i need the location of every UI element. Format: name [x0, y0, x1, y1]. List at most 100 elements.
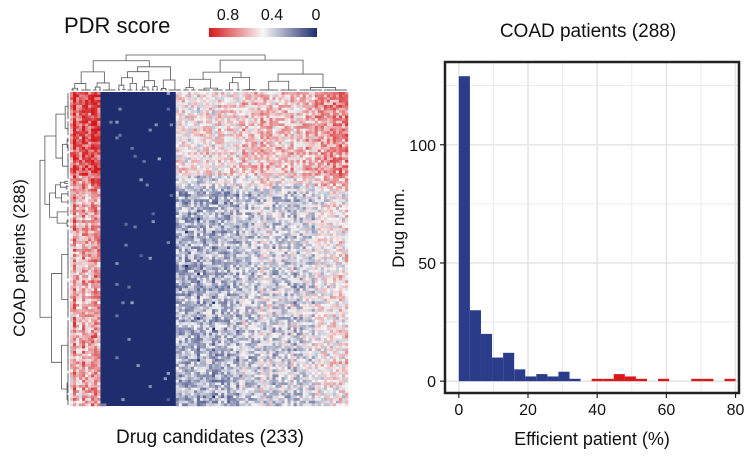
heatmap-cell [299, 173, 303, 176]
heatmap-cell [178, 105, 183, 108]
heatmap-cell [260, 128, 264, 132]
heatmap-cell [251, 173, 255, 176]
heatmap-cell [205, 194, 210, 197]
heatmap-cell [305, 235, 309, 239]
heatmap-cell [175, 178, 180, 182]
heatmap-cell [284, 123, 288, 127]
heatmap-cell [178, 112, 183, 116]
heatmap-cell [242, 233, 246, 237]
heatmap-cell [233, 209, 237, 213]
heatmap-cell [91, 126, 95, 129]
heatmap-cell [70, 230, 74, 234]
heatmap-cell [91, 178, 95, 182]
heatmap-cell [205, 230, 210, 234]
heatmap-cell [212, 188, 216, 192]
heatmap-cell [178, 228, 183, 231]
heatmap-cell [305, 204, 309, 208]
heatmap-cell [193, 173, 198, 176]
heatmap-cell [239, 157, 243, 161]
heatmap-cell [181, 212, 186, 216]
heatmap-cell [212, 256, 216, 260]
heatmap-cell [202, 191, 207, 195]
heatmap-cell [187, 238, 192, 242]
heatmap-cell [329, 214, 334, 218]
heatmap-cell [263, 235, 267, 239]
heatmap-cell [175, 154, 180, 158]
heatmap-cell [248, 196, 252, 200]
heatmap-cell [91, 139, 95, 142]
heatmap-cell [329, 186, 334, 190]
heatmap-cell [302, 243, 306, 247]
heatmap-cell [209, 262, 213, 265]
heatmap-cell [190, 112, 195, 116]
heatmap-cell [233, 118, 237, 122]
heatmap-cell [97, 154, 101, 158]
heatmap-cell [178, 204, 183, 208]
heatmap-cell [281, 214, 285, 218]
heatmap-cell [305, 225, 309, 229]
heatmap-cell [82, 128, 86, 132]
heatmap-cell [323, 201, 328, 205]
heatmap-cell [187, 115, 192, 119]
heatmap-cell [202, 115, 207, 119]
heatmap-cell [281, 128, 285, 132]
heatmap-cell [91, 212, 95, 216]
heatmap-cell [308, 165, 312, 169]
heatmap-cell [317, 180, 322, 184]
heatmap-cell [311, 131, 316, 135]
heatmap-cell [236, 269, 240, 273]
heatmap-cell [76, 165, 80, 169]
heatmap-cell [326, 214, 331, 218]
heatmap-cell [320, 173, 325, 176]
heatmap-cell [263, 222, 267, 226]
heatmap-cell [175, 214, 180, 218]
heatmap-cell [82, 131, 86, 135]
heatmap-cell [284, 173, 288, 176]
heatmap-cell [311, 180, 316, 184]
heatmap-cell [308, 238, 312, 242]
heatmap-cell [287, 173, 291, 176]
heatmap-cell [187, 235, 192, 239]
heatmap-cell [290, 105, 294, 108]
heatmap-cell [305, 175, 309, 179]
dendrogram-branch [120, 77, 133, 86]
heatmap-cell [308, 173, 312, 176]
heatmap-cell [254, 199, 258, 203]
heatmap-cell [224, 269, 228, 273]
heatmap-cell [311, 112, 316, 116]
heatmap-cell [70, 160, 74, 163]
heatmap-cell [202, 131, 207, 135]
heatmap-cell [85, 222, 89, 226]
heatmap-cell [175, 199, 180, 203]
heatmap-cell [212, 207, 216, 210]
heatmap-cell [82, 212, 86, 216]
dendrogram-branch [137, 66, 171, 81]
heatmap-cell [263, 204, 267, 208]
heatmap-cell [326, 170, 331, 174]
heatmap-cell [178, 196, 183, 200]
heatmap-cell [94, 256, 98, 260]
heatmap-cell [323, 196, 328, 200]
heatmap-cell [338, 220, 343, 224]
heatmap-cell [248, 246, 252, 250]
heatmap-cell [79, 107, 83, 111]
heatmap-cell [236, 97, 240, 101]
heatmap-cell [79, 220, 83, 224]
heatmap-cell [329, 246, 334, 250]
heatmap-cell [296, 220, 300, 224]
heatmap-cell [278, 165, 282, 169]
heatmap-cell [82, 207, 86, 210]
heatmap-cell [215, 243, 219, 247]
heatmap-cell [181, 146, 186, 150]
heatmap-cell [230, 136, 234, 140]
heatmap-cell [341, 102, 346, 106]
heatmap-cell [212, 243, 216, 247]
heatmap-cell [317, 97, 322, 101]
heatmap-cell [76, 264, 80, 268]
heatmap-cell [193, 196, 198, 200]
heatmap-cell [245, 269, 249, 273]
heatmap-cell [212, 235, 216, 239]
heatmap-cell [190, 167, 195, 171]
heatmap-cell [344, 107, 349, 111]
heatmap-cell [284, 118, 288, 122]
